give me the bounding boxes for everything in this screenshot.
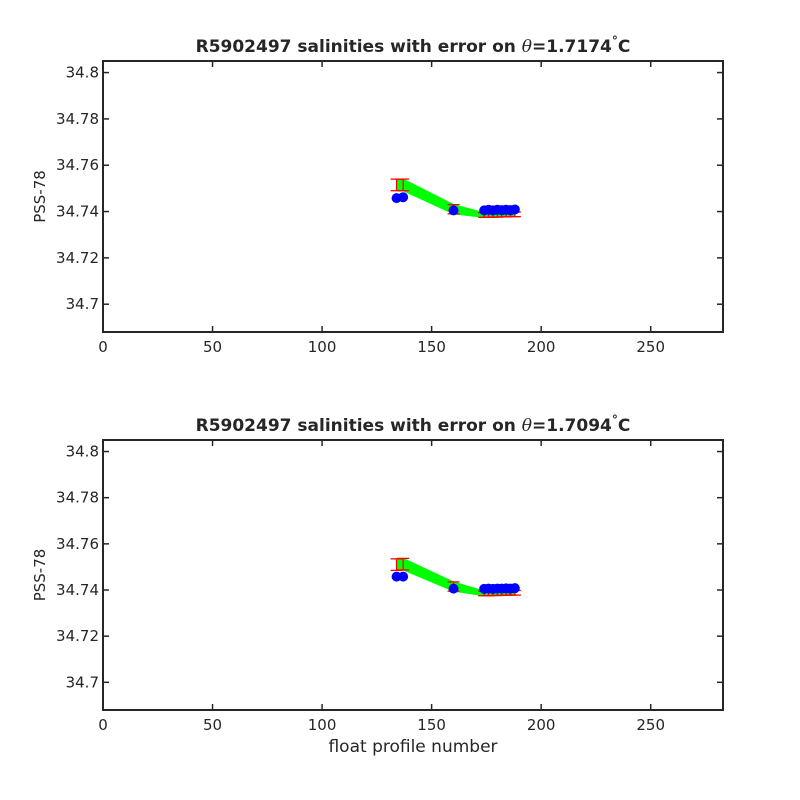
error-bar — [397, 178, 410, 192]
x-tick-label: 150 — [417, 338, 446, 356]
chart-panel-1: 0 50 100 150 200 250 34.7 34.72 34.74 34.76 34.78 3… — [31, 34, 724, 356]
float-salinity-point — [448, 583, 459, 594]
plot-area — [102, 439, 724, 711]
x-tick-label: 200 — [527, 338, 556, 356]
y-tick-label: 34.74 — [56, 581, 99, 599]
y-tick-label: 34.72 — [56, 627, 99, 645]
title-unit: C — [618, 37, 630, 57]
title-unit-degree: ° — [612, 413, 618, 427]
title-value: =1.7174 — [532, 37, 612, 57]
x-tick-label: 0 — [98, 338, 108, 356]
y-tick-label: 34.7 — [66, 295, 99, 313]
y-tick-label: 34.76 — [56, 156, 99, 174]
plot-area — [102, 60, 724, 333]
title-value: =1.7094 — [532, 416, 612, 436]
float-salinity-point — [448, 205, 459, 216]
error-bar — [397, 557, 410, 571]
x-tick-label: 50 — [203, 716, 222, 734]
x-tick-label: 0 — [98, 716, 108, 734]
y-axis-label: PSS-78 — [31, 549, 49, 602]
y-tick-label: 34.76 — [56, 535, 99, 553]
y-tick-label: 34.8 — [66, 443, 99, 461]
chart-title: R5902497 salinities with error on θ=1.70… — [196, 413, 631, 436]
title-prefix: R5902497 salinities with error on — [196, 416, 522, 436]
x-tick-label: 100 — [308, 716, 337, 734]
y-tick-label: 34.7 — [66, 673, 99, 691]
float-salinity-point — [509, 583, 520, 594]
y-tick-label: 34.78 — [56, 110, 99, 128]
x-axis-label: float profile number — [328, 737, 497, 757]
x-tick-label: 100 — [308, 338, 337, 356]
y-tick-label: 34.78 — [56, 489, 99, 507]
title-prefix: R5902497 salinities with error on — [196, 37, 522, 57]
x-tick-label: 250 — [636, 716, 665, 734]
x-tick-label: 200 — [527, 716, 556, 734]
title-unit: C — [618, 416, 630, 436]
x-tick-label: 150 — [417, 716, 446, 734]
title-unit-degree: ° — [612, 34, 618, 48]
title-symbol: θ — [522, 416, 532, 436]
float-salinity-point — [398, 571, 409, 582]
y-tick-label: 34.8 — [66, 64, 99, 82]
y-tick-label: 34.72 — [56, 249, 99, 267]
title-symbol: θ — [522, 37, 532, 57]
float-salinity-point — [398, 192, 409, 203]
x-tick-label: 250 — [636, 338, 665, 356]
y-tick-label: 34.74 — [56, 203, 99, 221]
y-axis-label: PSS-78 — [31, 170, 49, 223]
float-salinity-point — [509, 204, 520, 215]
x-tick-label: 50 — [203, 338, 222, 356]
chart-panel-2: 0 50 100 150 200 250 34.7 34.72 34.74 34.76 34.78 3… — [31, 413, 724, 757]
chart-title: R5902497 salinities with error on θ=1.71… — [196, 34, 631, 57]
